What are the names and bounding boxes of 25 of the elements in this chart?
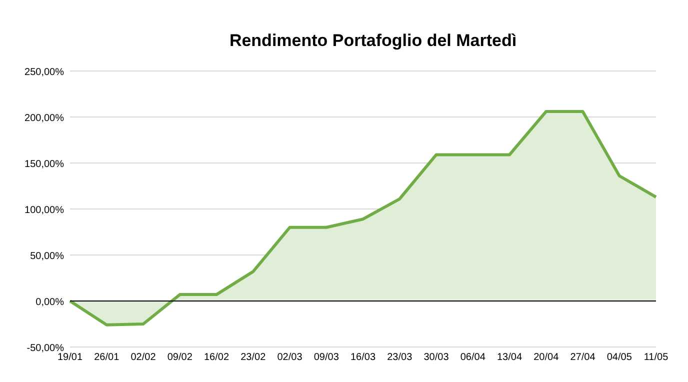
y-tick-label: -50,00% (26, 343, 64, 354)
x-tick-label: 27/04 (570, 352, 596, 363)
x-tick-label: 02/03 (277, 352, 303, 363)
y-tick-label: 250,00% (24, 67, 64, 78)
x-tick-label: 23/02 (240, 352, 266, 363)
x-tick-label: 20/04 (534, 352, 560, 363)
x-tick-label: 30/03 (424, 352, 450, 363)
y-tick-label: 100,00% (24, 205, 64, 216)
y-tick-label: 0,00% (36, 297, 64, 308)
x-tick-label: 23/03 (387, 352, 413, 363)
x-tick-label: 02/02 (130, 352, 156, 363)
y-tick-label: 150,00% (24, 159, 64, 170)
x-tick-label: 09/03 (314, 352, 340, 363)
x-tick-label: 16/02 (204, 352, 230, 363)
x-tick-label: 11/05 (644, 352, 669, 363)
x-tick-label: 19/01 (57, 352, 83, 363)
y-tick-label: 50,00% (30, 251, 64, 262)
x-tick-label: 26/01 (94, 352, 120, 363)
x-tick-label: 13/04 (496, 352, 522, 363)
x-tick-label: 09/02 (167, 352, 193, 363)
y-tick-label: 200,00% (24, 113, 64, 124)
x-tick-label: 04/05 (606, 352, 632, 363)
x-tick-label: 16/03 (350, 352, 376, 363)
x-tick-label: 06/04 (460, 352, 486, 363)
chart-title: Rendimento Portafoglio del Martedì (229, 31, 517, 50)
